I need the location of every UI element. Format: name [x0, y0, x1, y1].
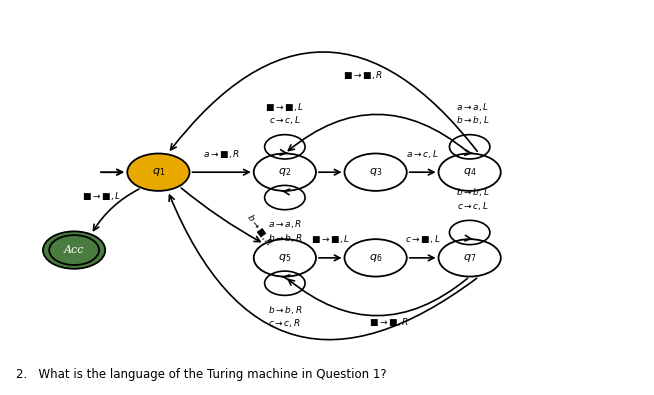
- Text: $a \to a, L$
$b \to b, L$: $a \to a, L$ $b \to b, L$: [456, 101, 490, 126]
- Circle shape: [439, 239, 501, 276]
- Text: $q_3$: $q_3$: [369, 166, 383, 178]
- Circle shape: [128, 154, 190, 191]
- Circle shape: [439, 154, 501, 191]
- Text: $q_6$: $q_6$: [369, 252, 383, 264]
- Circle shape: [254, 154, 316, 191]
- Text: $\blacksquare \to \blacksquare, L$
$c \to c, L$: $\blacksquare \to \blacksquare, L$ $c \t…: [266, 101, 304, 126]
- Text: $q_1$: $q_1$: [152, 166, 165, 178]
- Circle shape: [345, 154, 407, 191]
- Text: $b \to \blacksquare, R$: $b \to \blacksquare, R$: [245, 211, 275, 248]
- Text: $\blacksquare \to \blacksquare, R$: $\blacksquare \to \blacksquare, R$: [369, 316, 409, 328]
- Circle shape: [43, 231, 105, 269]
- Text: $a \to c, L$: $a \to c, L$: [406, 148, 439, 160]
- Text: $b \to b, L$
$c \to c, L$: $b \to b, L$ $c \to c, L$: [456, 186, 490, 212]
- Text: $q_2$: $q_2$: [278, 166, 292, 178]
- Text: $q_5$: $q_5$: [278, 252, 292, 264]
- Text: $c \to \blacksquare, L$: $c \to \blacksquare, L$: [405, 233, 440, 245]
- Text: $\blacksquare \to \blacksquare, L$: $\blacksquare \to \blacksquare, L$: [82, 190, 121, 202]
- Text: $b \to b, R$
$c \to c, R$: $b \to b, R$ $c \to c, R$: [267, 304, 302, 329]
- Text: $q_4$: $q_4$: [463, 166, 477, 178]
- Text: $\blacksquare \to \blacksquare, L$: $\blacksquare \to \blacksquare, L$: [311, 233, 350, 245]
- Circle shape: [345, 239, 407, 276]
- Circle shape: [254, 239, 316, 276]
- Text: $a \to \blacksquare, R$: $a \to \blacksquare, R$: [203, 148, 240, 160]
- Text: $q_7$: $q_7$: [463, 252, 476, 264]
- Text: 2.   What is the language of the Turing machine in Question 1?: 2. What is the language of the Turing ma…: [16, 367, 387, 380]
- Text: $\blacksquare \to \blacksquare, R$: $\blacksquare \to \blacksquare, R$: [343, 69, 383, 81]
- Text: Acc: Acc: [64, 245, 84, 255]
- Text: $a \to a, R$
$b \to b, R$: $a \to a, R$ $b \to b, R$: [267, 218, 302, 244]
